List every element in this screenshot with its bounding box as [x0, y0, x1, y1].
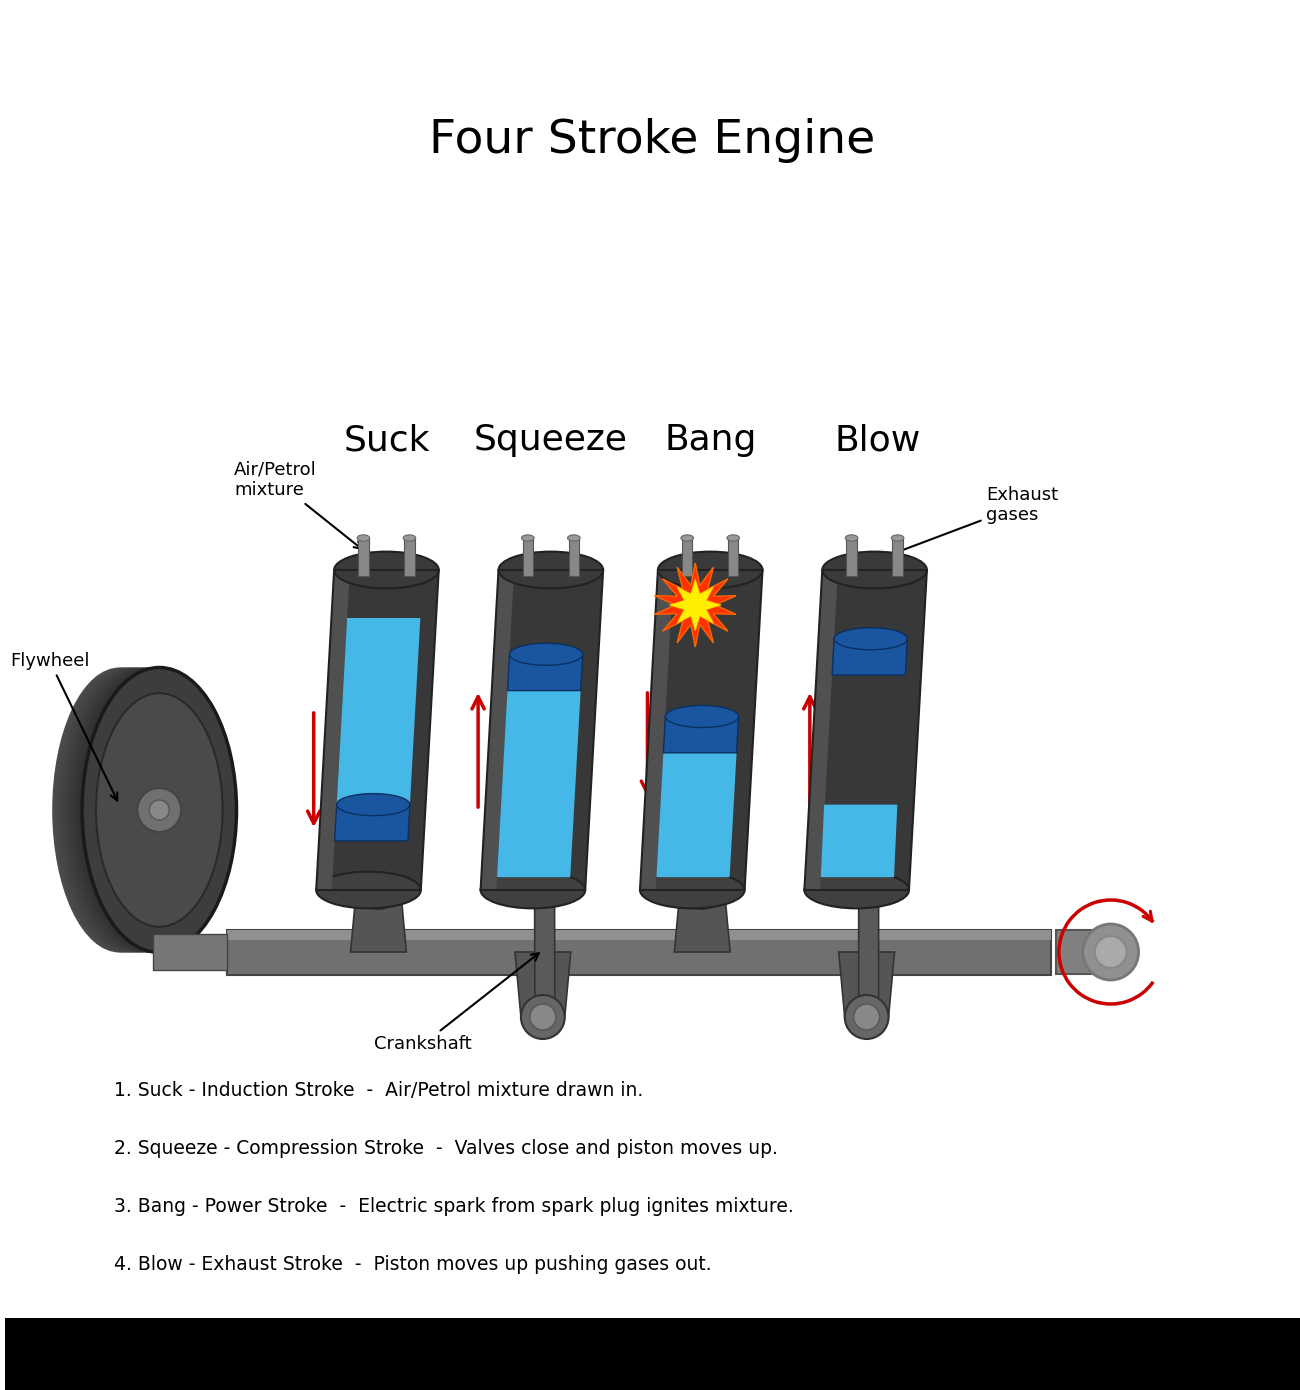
Polygon shape	[820, 805, 897, 877]
Ellipse shape	[640, 872, 745, 909]
Polygon shape	[654, 563, 736, 646]
Ellipse shape	[73, 667, 221, 952]
Circle shape	[138, 788, 181, 833]
Polygon shape	[675, 887, 731, 952]
Text: 2. Squeeze - Compression Stroke  -  Valves close and piston moves up.: 2. Squeeze - Compression Stroke - Valves…	[114, 1138, 779, 1158]
Polygon shape	[656, 753, 737, 877]
Ellipse shape	[498, 552, 603, 588]
Ellipse shape	[334, 552, 438, 588]
Circle shape	[845, 995, 888, 1038]
Polygon shape	[337, 619, 420, 805]
Polygon shape	[507, 655, 582, 691]
Polygon shape	[361, 847, 390, 869]
Ellipse shape	[845, 535, 858, 541]
Text: Flywheel: Flywheel	[10, 652, 117, 801]
Bar	[153, 934, 226, 970]
Polygon shape	[859, 680, 879, 999]
Ellipse shape	[403, 535, 416, 541]
Bar	[892, 538, 902, 577]
Bar	[226, 930, 1050, 974]
Circle shape	[521, 995, 564, 1038]
Text: Blow: Blow	[835, 423, 920, 457]
Text: 4. Blow - Exhaust Stroke  -  Piston moves up pushing gases out.: 4. Blow - Exhaust Stroke - Piston moves …	[114, 1255, 712, 1273]
Polygon shape	[690, 758, 714, 869]
Ellipse shape	[70, 667, 217, 952]
Ellipse shape	[316, 872, 421, 909]
Polygon shape	[640, 570, 763, 890]
Ellipse shape	[337, 794, 410, 816]
Text: Suck: Suck	[343, 423, 430, 457]
Polygon shape	[316, 570, 350, 890]
Polygon shape	[838, 952, 894, 1017]
Polygon shape	[670, 580, 722, 631]
Text: 3. Bang - Power Stroke  -  Electric spark from spark plug ignites mixture.: 3. Bang - Power Stroke - Electric spark …	[114, 1197, 794, 1215]
Ellipse shape	[481, 872, 585, 909]
Ellipse shape	[835, 628, 907, 649]
Ellipse shape	[77, 667, 226, 952]
Ellipse shape	[61, 667, 202, 952]
Circle shape	[854, 1004, 880, 1030]
Polygon shape	[334, 805, 410, 841]
Polygon shape	[805, 570, 839, 890]
Text: Bang: Bang	[664, 423, 757, 457]
Circle shape	[365, 874, 391, 899]
Ellipse shape	[823, 552, 927, 588]
Ellipse shape	[805, 872, 909, 909]
Circle shape	[356, 865, 400, 909]
Ellipse shape	[58, 667, 196, 952]
Bar	[1056, 930, 1110, 974]
Bar	[682, 538, 693, 577]
Polygon shape	[497, 691, 581, 877]
Ellipse shape	[666, 706, 738, 727]
Text: 1. Suck - Induction Stroke  -  Air/Petrol mixture drawn in.: 1. Suck - Induction Stroke - Air/Petrol …	[114, 1080, 644, 1099]
Ellipse shape	[358, 535, 369, 541]
Ellipse shape	[55, 667, 191, 952]
Ellipse shape	[521, 535, 534, 541]
Text: Image ID: EG12WB: Image ID: EG12WB	[1101, 1336, 1221, 1348]
Ellipse shape	[892, 535, 903, 541]
Text: www.alamy.com: www.alamy.com	[1119, 1361, 1221, 1375]
Ellipse shape	[658, 552, 763, 588]
Polygon shape	[481, 570, 515, 890]
Bar	[404, 538, 415, 577]
Text: Four Stroke Engine: Four Stroke Engine	[429, 118, 876, 163]
Ellipse shape	[52, 667, 187, 952]
Circle shape	[150, 801, 169, 820]
Circle shape	[680, 865, 724, 909]
Circle shape	[1095, 935, 1127, 967]
Ellipse shape	[64, 667, 207, 952]
Text: alamy: alamy	[74, 1344, 146, 1364]
Ellipse shape	[79, 667, 231, 952]
Circle shape	[530, 1004, 556, 1030]
Polygon shape	[640, 570, 673, 890]
Ellipse shape	[82, 667, 237, 952]
Polygon shape	[805, 570, 927, 890]
Bar	[359, 538, 369, 577]
Ellipse shape	[568, 535, 580, 541]
Bar	[226, 930, 1050, 940]
Polygon shape	[832, 639, 907, 676]
Polygon shape	[515, 952, 571, 1017]
Bar	[523, 538, 533, 577]
Text: Air/Petrol
mixture: Air/Petrol mixture	[234, 460, 361, 549]
Bar	[5, 1318, 1300, 1390]
Circle shape	[1083, 924, 1139, 980]
Text: Squeeze: Squeeze	[474, 423, 628, 457]
Ellipse shape	[68, 667, 212, 952]
Text: Crankshaft: Crankshaft	[374, 954, 538, 1054]
Ellipse shape	[727, 535, 740, 541]
Ellipse shape	[96, 694, 222, 927]
Polygon shape	[534, 695, 555, 999]
Bar	[846, 538, 857, 577]
Bar	[568, 538, 578, 577]
Circle shape	[689, 874, 715, 899]
Polygon shape	[481, 570, 603, 890]
Ellipse shape	[510, 644, 582, 666]
Polygon shape	[316, 570, 438, 890]
Text: Exhaust
gases: Exhaust gases	[894, 485, 1058, 555]
Ellipse shape	[681, 535, 693, 541]
Polygon shape	[663, 716, 738, 753]
Polygon shape	[351, 887, 407, 952]
Bar	[728, 538, 738, 577]
